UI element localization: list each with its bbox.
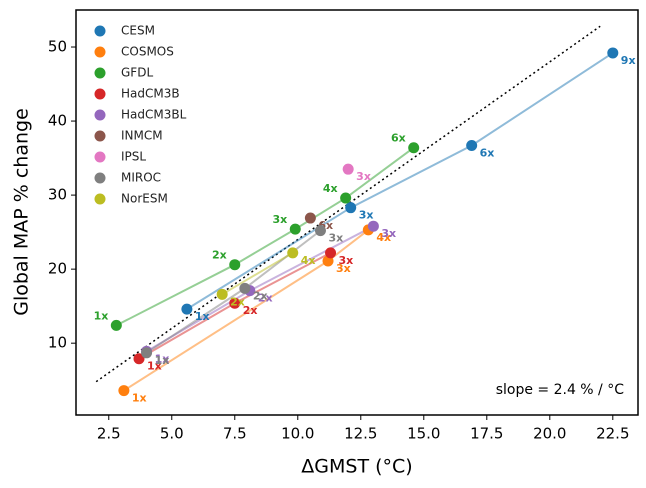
point-label: 3x <box>356 170 371 183</box>
point <box>110 319 122 331</box>
point <box>133 353 145 365</box>
point <box>118 385 130 397</box>
series-line <box>186 52 614 310</box>
y-axis-label: Global MAP % change <box>11 108 33 316</box>
point <box>287 247 299 259</box>
point-label: 1x <box>147 360 162 373</box>
legend-label: CESM <box>121 24 155 38</box>
point <box>367 220 379 232</box>
x-tick-label: 22.5 <box>596 425 629 443</box>
x-tick-label: 20.0 <box>533 425 566 443</box>
point-label: 9x <box>621 54 636 67</box>
point-label: 1x <box>155 354 170 367</box>
legend-marker <box>94 25 106 37</box>
legend-label: HadCM3BL <box>121 108 187 122</box>
x-tick-label: 10.0 <box>281 425 314 443</box>
point-label: 1x <box>94 309 109 322</box>
point-label: 3x <box>339 254 354 267</box>
legend-label: MIROC <box>121 171 161 185</box>
y-tick-label: 50 <box>48 38 67 56</box>
plot-frame <box>75 9 639 416</box>
point-label: 2x <box>258 292 273 305</box>
legend-marker <box>94 172 106 184</box>
point-label: 3x <box>336 262 351 275</box>
point-label: 1x <box>132 392 147 405</box>
legend-label: INMCM <box>121 129 163 143</box>
point-label: 6x <box>480 146 495 159</box>
point <box>239 282 251 294</box>
point-label: 4x <box>323 182 338 195</box>
point <box>325 247 337 259</box>
x-tick-label: 12.5 <box>344 425 377 443</box>
point <box>466 139 478 151</box>
legend-label: HadCM3B <box>121 87 180 101</box>
legend-label: GFDL <box>121 66 153 80</box>
legend-label: COSMOS <box>121 45 174 59</box>
legend-marker <box>94 67 106 79</box>
point <box>345 202 357 214</box>
point <box>229 297 241 309</box>
point-label: 4x <box>376 231 391 244</box>
point <box>304 212 316 224</box>
point-label: 1x <box>155 352 170 365</box>
point <box>141 347 153 359</box>
legend-marker <box>94 130 106 142</box>
point <box>314 225 326 237</box>
y-tick-label: 30 <box>48 186 67 204</box>
point <box>342 163 354 175</box>
x-tick-label: 17.5 <box>470 425 503 443</box>
legend-label: NorESM <box>121 192 168 206</box>
point-label: 3x <box>381 227 396 240</box>
point <box>181 303 193 315</box>
point-label: 3x <box>273 213 288 226</box>
point-label: 3x <box>328 232 343 245</box>
point <box>229 259 241 271</box>
legend-marker <box>94 46 106 58</box>
x-tick-label: 2.5 <box>97 425 121 443</box>
x-tick-label: 15.0 <box>407 425 440 443</box>
point-label: 2x <box>253 289 268 302</box>
point-label: 3x <box>359 209 374 222</box>
y-tick-label: 10 <box>48 334 67 352</box>
point-label: 1x <box>195 310 210 323</box>
point-label: 2x <box>243 304 258 317</box>
y-tick-label: 20 <box>48 260 67 278</box>
legend-marker <box>94 88 106 100</box>
legend-label: IPSL <box>121 150 146 164</box>
point <box>408 142 420 154</box>
point-label: 2x <box>230 295 245 308</box>
series-line <box>221 251 294 296</box>
point <box>289 223 301 235</box>
point <box>340 192 352 204</box>
point-label: 2x <box>212 249 227 262</box>
point <box>607 47 619 59</box>
point-label: 6x <box>391 132 406 145</box>
x-tick-label: 7.5 <box>223 425 247 443</box>
x-tick-label: 5.0 <box>160 425 184 443</box>
point <box>216 288 228 300</box>
legend-marker <box>94 193 106 205</box>
annotation: slope = 2.4 % / °C <box>496 382 625 398</box>
x-axis-label: ΔGMST (°C) <box>301 456 412 478</box>
legend-marker <box>94 151 106 163</box>
y-tick-label: 40 <box>48 112 67 130</box>
point-label: 4x <box>301 254 316 267</box>
legend-marker <box>94 109 106 121</box>
